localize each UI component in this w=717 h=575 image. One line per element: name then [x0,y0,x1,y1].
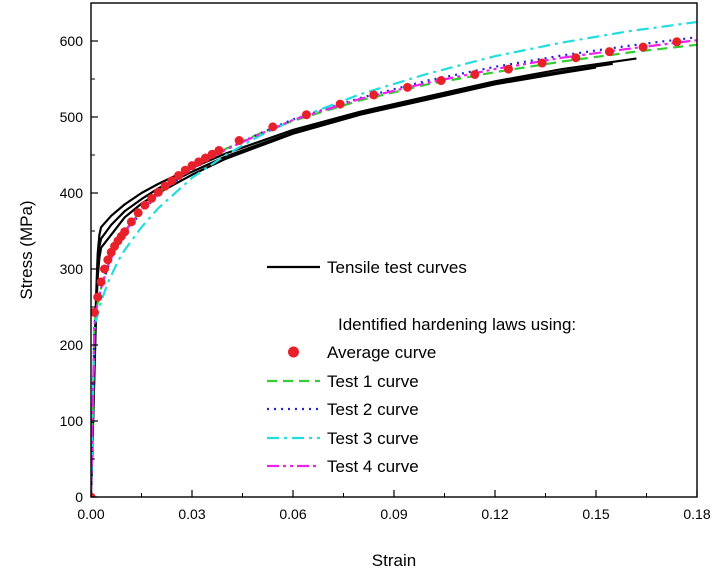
legend-test-1-curve-label: Test 1 curve [327,372,419,391]
x-tick-label: 0.00 [77,506,104,522]
average-curve-point [126,217,136,227]
y-tick-label: 100 [60,413,84,429]
x-tick-label: 0.12 [481,506,508,522]
x-tick-label: 0.18 [683,506,710,522]
legend-average-curve-label: Average curve [327,343,436,362]
plot-frame [90,2,698,498]
average-curve-point [194,157,204,167]
average-curve-point [93,292,103,302]
average-curve-point [571,53,581,63]
legend: Identified hardening laws using: Tensile … [267,258,576,476]
average-curve-point [369,90,379,100]
legend-group-title: Identified hardening laws using: [338,315,576,334]
average-curve-point [99,264,109,274]
average-curve-point [301,110,311,120]
average-curve-point [672,37,682,47]
average-curve-point [268,122,278,132]
x-tick-label: 0.09 [380,506,407,522]
test-3-curve-line [91,20,697,497]
average-curve-point [103,255,113,265]
average-curve-point [120,227,130,237]
average-curve-point [133,208,143,218]
plot-area [91,20,697,497]
average-curve-point [402,82,412,92]
x-tick-label: 0.06 [279,506,306,522]
average-curve-point [638,42,648,52]
average-curve-point [470,69,480,79]
average-curve-point [214,145,224,155]
x-axis-label: Strain [372,551,416,570]
average-curve-point [180,165,190,175]
y-tick-label: 0 [75,489,83,505]
average-curve-point [167,176,177,186]
average-curve-point [335,99,345,109]
average-curve-point [207,149,217,159]
y-axis: 0 100 200 300 400 500 600 [60,33,98,505]
y-tick-label: 200 [60,337,84,353]
legend-test-4-curve-label: Test 4 curve [327,457,419,476]
legend-tensile-test-curves-label: Tensile test curves [327,258,467,277]
x-tick-label: 0.15 [582,506,609,522]
average-curve-point [160,181,170,191]
y-tick-label: 400 [60,185,84,201]
legend-test-2-curve-label: Test 2 curve [327,400,419,419]
average-curve-point [140,200,150,210]
y-axis-label: Stress (MPa) [17,200,36,299]
average-curve-point [96,277,106,287]
average-curve-point [91,492,96,497]
average-curve-point [153,187,163,197]
average-curve-point [91,307,99,317]
average-curve-point [174,171,184,181]
average-curve-point [234,136,244,146]
legend-test-3-curve-label: Test 3 curve [327,429,419,448]
average-curve-point [200,153,210,163]
y-tick-label: 300 [60,261,84,277]
average-curve-point [147,193,157,203]
x-tick-label: 0.03 [178,506,205,522]
x-axis: 0.00 0.03 0.06 0.09 0.12 0.15 0.18 [77,490,711,522]
y-tick-label: 600 [60,33,84,49]
y-tick-label: 500 [60,109,84,125]
average-curve-point [503,64,513,74]
legend-average-marker [288,346,299,358]
average-curve-point [187,161,197,171]
average-curve-point [604,47,614,57]
average-curve-point [436,76,446,86]
average-curve-point [537,58,547,68]
